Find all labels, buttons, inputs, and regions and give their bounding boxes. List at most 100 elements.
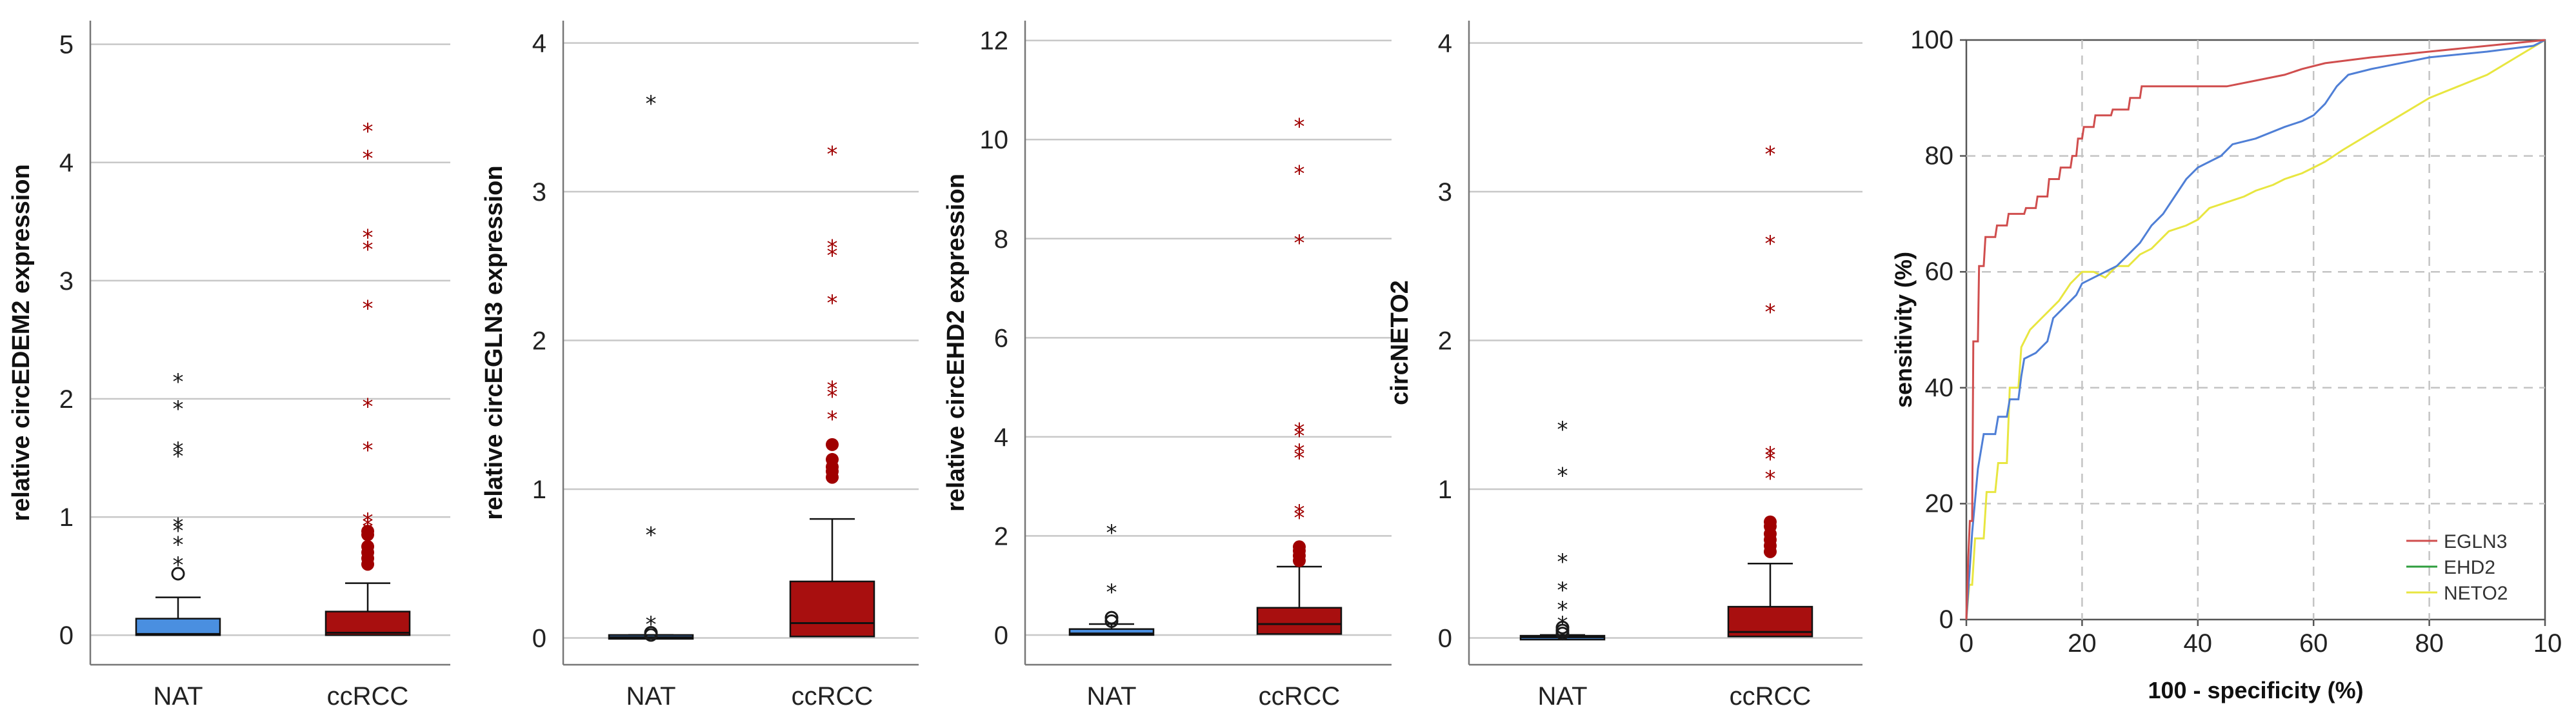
extreme-star: * [173, 532, 184, 558]
y-tick-label: 2 [994, 522, 1008, 550]
extreme-star: * [173, 518, 184, 544]
extreme-star: * [1557, 612, 1568, 638]
y-tick-label: 12 [980, 27, 1009, 56]
extreme-star: * [1294, 446, 1305, 472]
nat-box-group: ****** [1519, 417, 1606, 641]
y-tick-label: 4 [532, 30, 546, 58]
outlier-circle [644, 625, 658, 640]
extreme-star: * [827, 377, 838, 403]
extreme-star: * [1765, 299, 1776, 325]
extreme-star: * [1294, 423, 1305, 449]
x-tick-label: 20 [2068, 629, 2097, 658]
roc-curve-panel: 0 20 40 60 80 100 0 20 40 60 80 10 100 - specificity… [1890, 26, 2562, 703]
y-tick-label: 2 [532, 327, 546, 356]
y-tick-label: 1 [532, 476, 546, 504]
extreme-star: * [646, 91, 657, 117]
extreme-star: * [173, 369, 184, 395]
extreme-star: * [1294, 500, 1305, 526]
outlier-circle [1104, 611, 1119, 625]
nat-box-group: ******** [135, 369, 221, 636]
legend-label: EHD2 [2444, 557, 2495, 578]
y-tick-label: 1 [59, 503, 74, 532]
extreme-star: * [827, 384, 838, 410]
box [789, 580, 875, 638]
category-label: NAT [626, 682, 675, 711]
legend: EGLN3 EHD2 NETO2 [2406, 531, 2508, 604]
y-axis-label: relative circEHD2 expression [943, 174, 970, 512]
extreme-star: * [1294, 114, 1305, 139]
extreme-star: * [363, 146, 374, 172]
extreme-star: * [173, 513, 184, 539]
category-label: NAT [153, 682, 203, 711]
outlier-circle [361, 525, 374, 538]
extreme-star: * [1106, 520, 1117, 546]
extreme-star: * [1765, 466, 1776, 492]
x-tick-label: 40 [2184, 629, 2213, 658]
category-label: NAT [1086, 682, 1136, 711]
x-tick-label: 80 [2415, 629, 2444, 658]
y-tick-label: 0 [994, 621, 1008, 650]
extreme-star: * [646, 523, 657, 549]
outlier-circle [171, 567, 185, 581]
y-tick-label: 4 [59, 149, 74, 177]
extreme-star: * [173, 438, 184, 463]
y-tick-label: 4 [1438, 30, 1452, 58]
extreme-star: * [363, 438, 374, 463]
roc-line-egln3 [1965, 39, 2546, 620]
extreme-star: * [1765, 231, 1776, 257]
y-tick-label: 2 [1438, 327, 1452, 356]
outlier-circle [826, 452, 839, 466]
extreme-star: * [1557, 597, 1568, 623]
plot-area [1965, 39, 2546, 621]
y-tick-label: 100 [1910, 26, 1953, 54]
x-tick-label: 10 [2533, 629, 2562, 658]
x-tick-label: 60 [2299, 629, 2328, 658]
extreme-star: * [1294, 419, 1305, 445]
y-tick-label: 3 [532, 178, 546, 207]
extreme-star: * [363, 296, 374, 321]
extreme-star: * [173, 552, 184, 578]
y-tick-label: 6 [994, 324, 1008, 352]
extreme-star: * [363, 119, 374, 145]
y-tick-label: 20 [1925, 489, 1954, 518]
legend-label: EGLN3 [2444, 531, 2507, 552]
nat-box-group: ** [1068, 520, 1155, 636]
y-tick-label: 3 [59, 267, 74, 296]
y-tick-label: 2 [59, 385, 74, 414]
y-axis-label: circNETO2 [1386, 280, 1413, 405]
extreme-star: * [173, 396, 184, 422]
ccrcc-box-group: ********* [1256, 114, 1343, 635]
y-axis-label: sensitivity (%) [1890, 252, 1917, 408]
category-label: ccRCC [1259, 682, 1341, 711]
extreme-star: * [827, 290, 838, 316]
outlier-circle [361, 540, 374, 553]
category-label: ccRCC [327, 682, 409, 711]
y-tick-label: 40 [1925, 374, 1954, 402]
extreme-star: * [1557, 578, 1568, 603]
extreme-star: * [1557, 549, 1568, 575]
x-tick-label: 0 [1959, 629, 1973, 658]
extreme-star: * [363, 237, 374, 263]
y-tick-label: 8 [994, 225, 1008, 254]
y-tick-label: 0 [1438, 625, 1452, 653]
y-tick-label: 4 [994, 423, 1008, 452]
y-tick-label: 0 [1939, 605, 1953, 634]
extreme-star: * [1765, 442, 1776, 468]
outlier-circle [1293, 540, 1306, 554]
extreme-star: * [173, 443, 184, 469]
category-label: ccRCC [792, 682, 874, 711]
legend-label: NETO2 [2444, 583, 2508, 604]
extreme-star: * [363, 225, 374, 251]
category-label: ccRCC [1730, 682, 1812, 711]
roc-line-ehd2 [1965, 39, 2546, 620]
extreme-star: * [827, 243, 838, 268]
y-axis-label: relative circEGLN3 expression [481, 165, 508, 520]
roc-line-neto2 [1965, 39, 2546, 620]
outlier-circle [826, 438, 839, 451]
extreme-star: * [827, 236, 838, 261]
extreme-star: * [363, 394, 374, 419]
